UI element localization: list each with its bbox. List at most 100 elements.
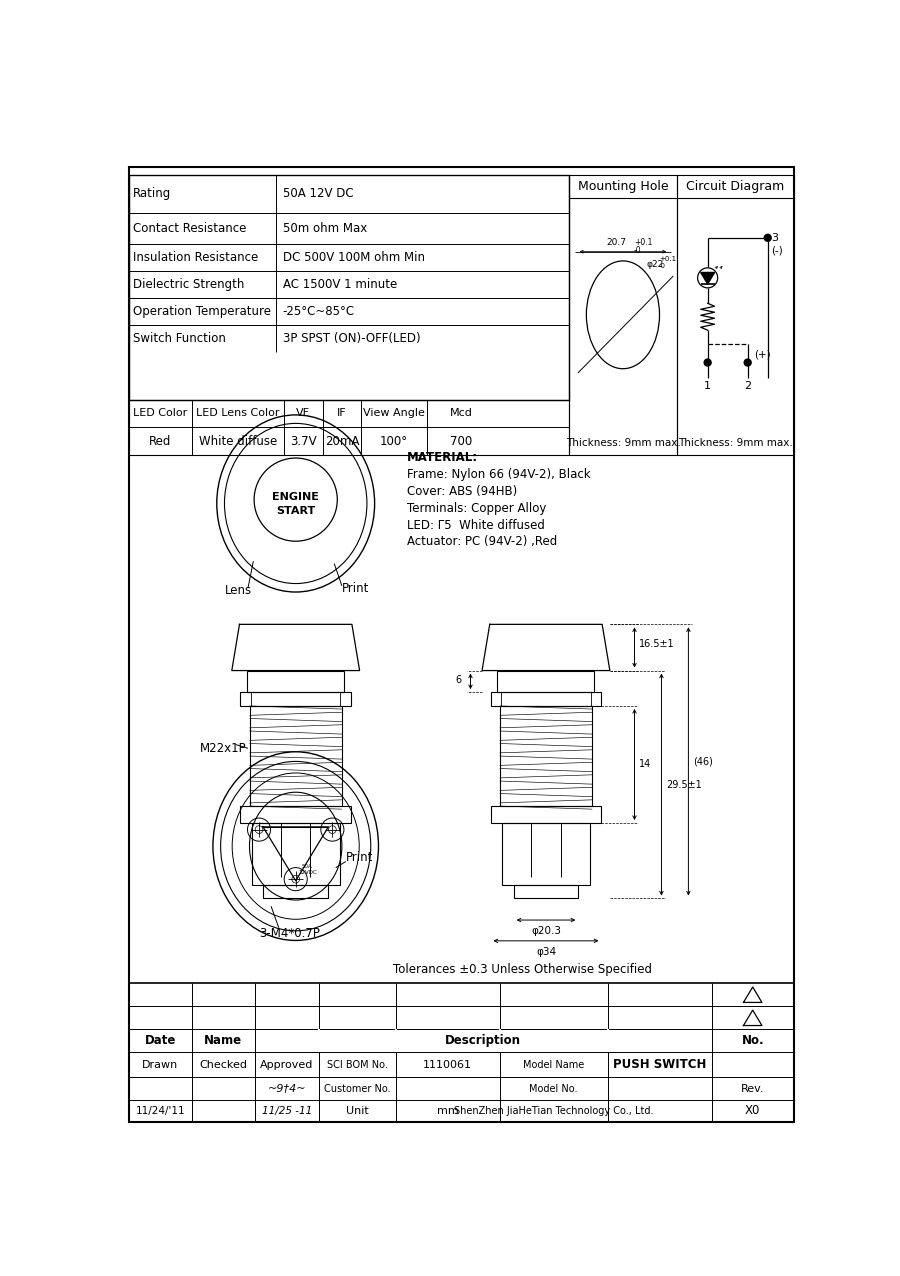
Text: (46): (46) — [693, 757, 713, 767]
Text: PUSH SWITCH: PUSH SWITCH — [613, 1058, 707, 1072]
Text: Thickness: 9mm max.: Thickness: 9mm max. — [565, 438, 680, 448]
Text: Rev.: Rev. — [741, 1083, 764, 1094]
Bar — [498, 671, 595, 692]
Text: 20mA: 20mA — [325, 435, 359, 448]
Text: Drawn: Drawn — [142, 1060, 178, 1069]
Text: 20.7: 20.7 — [607, 237, 626, 248]
Text: M22x1P: M22x1P — [200, 741, 246, 755]
Text: 11/25 -11: 11/25 -11 — [262, 1106, 312, 1116]
Text: Insulation Resistance: Insulation Resistance — [133, 251, 258, 264]
Text: Mounting Hole: Mounting Hole — [578, 180, 669, 193]
Text: VF: VF — [296, 408, 310, 419]
Text: Print: Print — [342, 582, 369, 595]
Text: White diffuse: White diffuse — [199, 435, 277, 448]
Text: mm: mm — [436, 1106, 459, 1116]
Bar — [491, 806, 601, 823]
Text: 50A
12VDC: 50A 12VDC — [298, 864, 317, 874]
Text: 1: 1 — [704, 380, 711, 390]
Bar — [129, 984, 794, 1122]
Bar — [248, 671, 344, 692]
Text: 3: 3 — [771, 232, 778, 242]
Text: Name: Name — [204, 1035, 242, 1048]
Bar — [129, 399, 569, 456]
Text: LED Lens Color: LED Lens Color — [196, 408, 280, 419]
Text: 1110061: 1110061 — [423, 1060, 473, 1069]
Text: ENGINE: ENGINE — [273, 493, 320, 503]
Circle shape — [704, 359, 711, 366]
Text: +0.1: +0.1 — [634, 237, 652, 248]
Text: Thickness: 9mm max.: Thickness: 9mm max. — [678, 438, 793, 448]
Bar — [491, 692, 601, 706]
Text: Circuit Diagram: Circuit Diagram — [686, 180, 785, 193]
Text: 14: 14 — [639, 759, 652, 769]
Text: Mcd: Mcd — [450, 408, 472, 419]
Bar — [500, 706, 592, 806]
Text: 6: 6 — [455, 675, 461, 685]
Text: φ34: φ34 — [536, 947, 556, 957]
Text: Model No.: Model No. — [529, 1083, 578, 1094]
Bar — [264, 884, 328, 898]
Text: View Angle: View Angle — [363, 408, 425, 419]
Text: IF: IF — [338, 408, 346, 419]
Text: Cover: ABS (94HB): Cover: ABS (94HB) — [408, 485, 518, 498]
Text: φ20.3: φ20.3 — [531, 926, 561, 935]
Bar — [569, 175, 677, 456]
Text: AC 1500V 1 minute: AC 1500V 1 minute — [283, 278, 397, 291]
Text: Lens: Lens — [225, 584, 252, 597]
Bar — [240, 806, 351, 823]
Text: Print: Print — [346, 851, 374, 864]
Text: 3-M4*0.7P: 3-M4*0.7P — [259, 926, 320, 939]
Text: (-): (-) — [770, 245, 782, 255]
Text: Actuator: PC (94V-2) ,Red: Actuator: PC (94V-2) ,Red — [408, 536, 558, 549]
Text: Red: Red — [149, 435, 171, 448]
Text: Frame: Nylon 66 (94V-2), Black: Frame: Nylon 66 (94V-2), Black — [408, 468, 591, 481]
Text: Dielectric Strength: Dielectric Strength — [133, 278, 245, 291]
Text: No.: No. — [742, 1035, 764, 1048]
Text: -0: -0 — [634, 246, 642, 255]
Text: SCI BOM No.: SCI BOM No. — [327, 1060, 388, 1069]
Text: φ22: φ22 — [646, 260, 663, 269]
Bar — [240, 692, 351, 706]
Text: LED: Γ5  White diffused: LED: Γ5 White diffused — [408, 518, 545, 532]
Bar — [249, 706, 342, 806]
Circle shape — [764, 235, 771, 241]
Text: Unit: Unit — [346, 1106, 369, 1116]
Bar — [502, 823, 590, 884]
Text: MATERIAL:: MATERIAL: — [408, 450, 479, 463]
Text: Checked: Checked — [199, 1060, 248, 1069]
Text: (+): (+) — [754, 350, 770, 360]
Text: -25°C~85°C: -25°C~85°C — [283, 305, 355, 318]
Text: LED Color: LED Color — [133, 408, 187, 419]
Bar — [514, 884, 579, 898]
Text: 16.5±1: 16.5±1 — [639, 638, 675, 648]
Text: 11/24/'11: 11/24/'11 — [135, 1106, 185, 1116]
Text: 700: 700 — [450, 435, 472, 448]
Text: Switch Function: Switch Function — [133, 332, 226, 345]
Polygon shape — [701, 273, 715, 285]
Text: 50A 12V DC: 50A 12V DC — [283, 188, 353, 200]
Text: 50m ohm Max: 50m ohm Max — [283, 222, 367, 235]
Text: Description: Description — [446, 1035, 521, 1048]
Circle shape — [744, 359, 752, 366]
Text: Approved: Approved — [260, 1060, 313, 1069]
Text: Date: Date — [145, 1035, 176, 1048]
Text: 29.5±1: 29.5±1 — [666, 780, 702, 790]
Text: ShenZhen JiaHeTian Technology Co., Ltd.: ShenZhen JiaHeTian Technology Co., Ltd. — [454, 1106, 653, 1116]
Text: START: START — [276, 507, 315, 517]
Text: DC 500V 100M ohm Min: DC 500V 100M ohm Min — [283, 251, 425, 264]
Text: +0.1: +0.1 — [659, 256, 676, 263]
Bar — [252, 823, 339, 884]
Text: ~9†4~: ~9†4~ — [267, 1083, 306, 1094]
Text: -0: -0 — [659, 263, 666, 269]
Text: Model Name: Model Name — [523, 1060, 584, 1069]
Text: Contact Resistance: Contact Resistance — [133, 222, 247, 235]
Text: Terminals: Copper Alloy: Terminals: Copper Alloy — [408, 501, 546, 514]
Text: Operation Temperature: Operation Temperature — [133, 305, 271, 318]
Text: X0: X0 — [745, 1105, 760, 1118]
Text: 2: 2 — [744, 380, 752, 390]
Text: 3P SPST (ON)-OFF(LED): 3P SPST (ON)-OFF(LED) — [283, 332, 420, 345]
Text: Rating: Rating — [133, 188, 172, 200]
Text: 3.7V: 3.7V — [290, 435, 317, 448]
Bar — [677, 175, 794, 456]
Text: Customer No.: Customer No. — [324, 1083, 391, 1094]
